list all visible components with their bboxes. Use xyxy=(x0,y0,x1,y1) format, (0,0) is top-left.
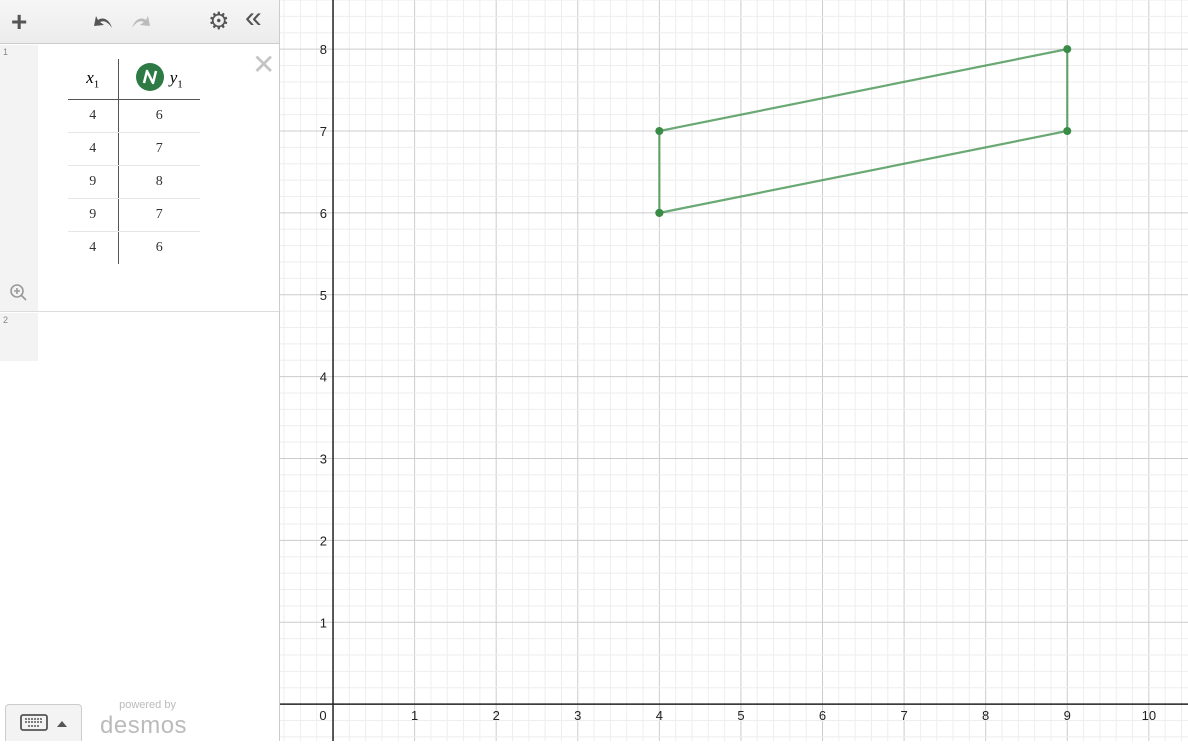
x-tick-label: 9 xyxy=(1064,708,1071,723)
y-tick-label: 4 xyxy=(320,370,327,385)
x-tick-label: 5 xyxy=(737,708,744,723)
data-point xyxy=(655,208,664,217)
x-tick-label: 6 xyxy=(819,708,826,723)
header-subscript: 1 xyxy=(93,77,100,90)
desmos-brand: desmos xyxy=(100,712,188,739)
header-text: x xyxy=(86,67,94,87)
point-style-icon[interactable] xyxy=(135,62,164,91)
y-tick-label: 3 xyxy=(320,452,327,467)
x-tick-label: 1 xyxy=(411,708,418,723)
data-point xyxy=(1063,45,1072,54)
powered-by-text: powered by xyxy=(119,699,176,711)
header-subscript: 1 xyxy=(177,78,183,91)
x-tick-label: 0 xyxy=(319,708,326,723)
cell-y1[interactable]: 7 xyxy=(118,132,200,166)
x-tick-label: 3 xyxy=(574,708,581,723)
cell-x1[interactable]: 4 xyxy=(68,99,119,133)
undo-icon[interactable] xyxy=(92,12,114,30)
collapse-panel-icon[interactable]: « xyxy=(245,1,262,34)
expression-item-empty[interactable]: 2 xyxy=(0,313,279,361)
graph-canvas[interactable]: 0 1 2 3 4 5 6 7 8 9 10 1 2 3 4 5 6 7 8 xyxy=(280,0,1188,741)
data-point xyxy=(655,127,664,136)
x-tick-label: 10 xyxy=(1142,708,1156,723)
y-tick-label: 6 xyxy=(320,206,327,221)
powered-by-desmos-logo: powered by desmos xyxy=(100,699,187,740)
redo-icon[interactable] xyxy=(130,12,152,30)
expression-index: 2 xyxy=(3,315,9,325)
add-item-button[interactable]: + xyxy=(11,6,28,37)
table-header-row: x1 y1 xyxy=(68,59,200,100)
y-tick-label: 7 xyxy=(320,124,327,139)
x-tick-label: 7 xyxy=(900,708,907,723)
keypad-toggle-button[interactable] xyxy=(5,704,82,741)
cell-x1[interactable]: 4 xyxy=(68,132,119,166)
cell-y1[interactable]: 7 xyxy=(118,198,200,232)
keyboard-icon xyxy=(20,714,67,731)
cell-y1[interactable]: 6 xyxy=(118,99,200,133)
expression-index: 1 xyxy=(3,47,9,57)
y-tick-label: 2 xyxy=(320,533,327,548)
settings-gear-icon[interactable]: ⚙ xyxy=(208,8,230,35)
x-tick-label: 4 xyxy=(656,708,663,723)
x-tick-label: 2 xyxy=(493,708,500,723)
header-text: y xyxy=(169,67,178,87)
zoom-fit-icon[interactable] xyxy=(9,283,27,301)
cell-y1[interactable]: 6 xyxy=(155,239,163,255)
x-tick-label: 8 xyxy=(982,708,989,723)
y-tick-label: 1 xyxy=(320,615,327,630)
cell-x1[interactable]: 9 xyxy=(68,165,119,199)
expression-gutter xyxy=(0,45,38,311)
column-header-y1[interactable]: y1 xyxy=(118,59,200,100)
cell-y1[interactable]: 8 xyxy=(118,165,200,199)
toolbar: + ⚙ « xyxy=(0,0,279,44)
y-tick-label: 5 xyxy=(320,288,327,303)
cell-x1[interactable]: 4 xyxy=(68,231,119,264)
column-header-x1[interactable]: x1 xyxy=(68,59,119,100)
expression-gutter xyxy=(0,313,38,361)
delete-expression-icon[interactable]: ✕ xyxy=(252,49,276,80)
data-point xyxy=(1063,127,1072,136)
cell-x1[interactable]: 9 xyxy=(68,198,119,232)
y-tick-label: 8 xyxy=(320,42,327,57)
